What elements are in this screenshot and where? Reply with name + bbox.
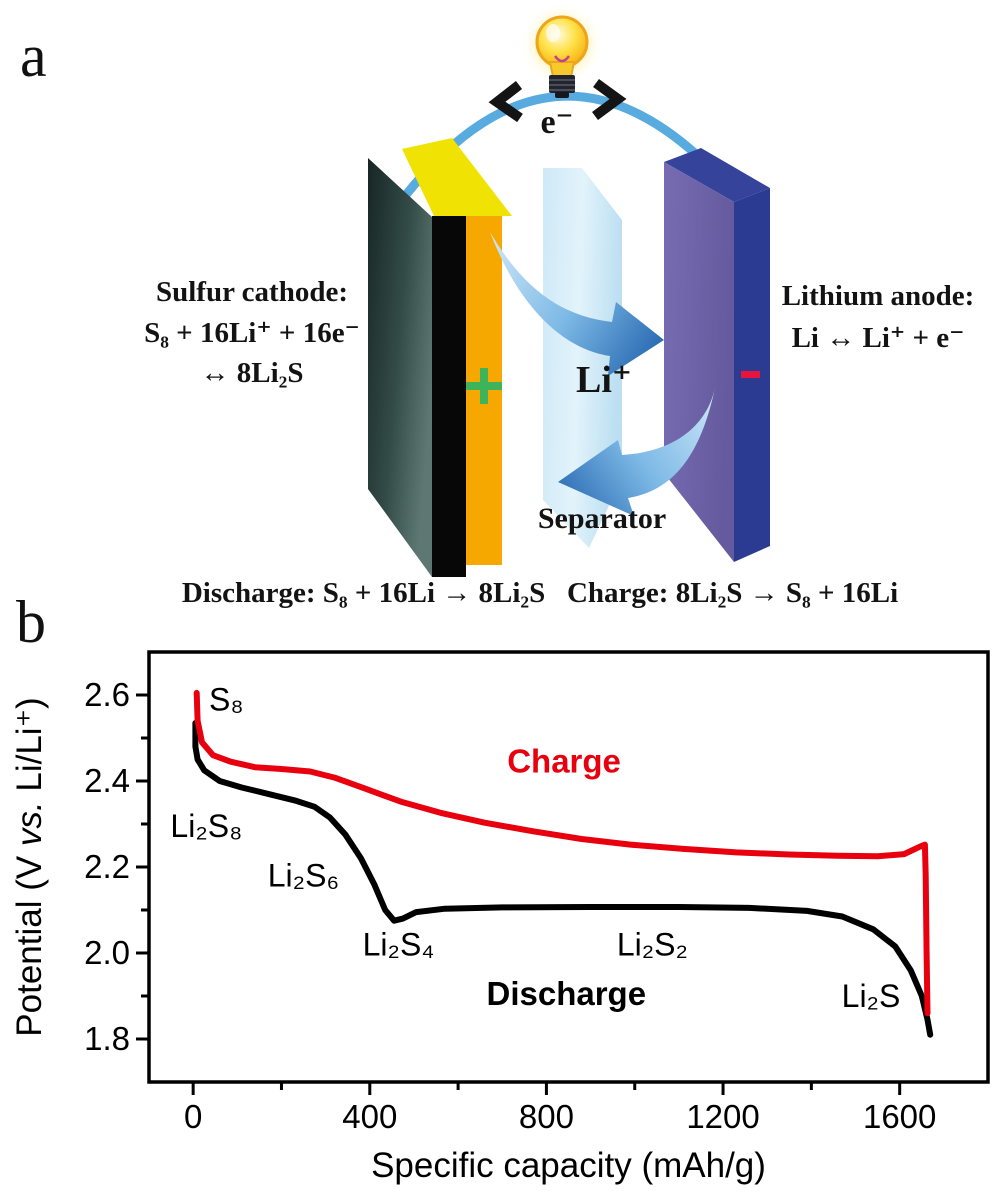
bulb-glass bbox=[535, 15, 589, 69]
electron-chevron-right-icon bbox=[592, 78, 627, 121]
electron-chevron-left-icon bbox=[488, 81, 523, 123]
cathode-reaction-line1: S₈ + 16Li⁺ + 16e⁻ bbox=[144, 317, 360, 349]
cathode-carbon-layer bbox=[432, 216, 466, 577]
x-axis-title: Specific capacity (mAh/g) bbox=[371, 1146, 766, 1185]
x-tick-label: 0 bbox=[184, 1098, 202, 1135]
chart-annotation: Discharge bbox=[487, 975, 647, 1012]
anode-front-face bbox=[664, 162, 734, 562]
light-bulb-icon bbox=[520, 2, 604, 98]
chart-annotation: Charge bbox=[507, 743, 621, 780]
separator-label: Separator bbox=[538, 502, 666, 535]
bulb-highlight bbox=[546, 24, 560, 42]
electron-label: e⁻ bbox=[540, 104, 573, 141]
lithium-anode bbox=[664, 148, 770, 562]
anode-reaction: Li ↔ Li⁺ + e⁻ bbox=[792, 322, 965, 354]
bulb-neck bbox=[548, 61, 576, 78]
charge-discharge-chart: 0 400 800 1200 1600 2.6 2.4 2.2 2.0 1.8 S₈ Li₂S₈ Li₂… bbox=[10, 650, 990, 1185]
sulfur-cathode bbox=[368, 138, 512, 577]
li-ion-arrow-down-right bbox=[490, 232, 664, 376]
charge-curve bbox=[193, 689, 931, 1017]
li-ion-label: Li⁺ bbox=[576, 359, 632, 401]
bulb-filament bbox=[553, 55, 571, 63]
cathode-title: Sulfur cathode: bbox=[156, 276, 348, 308]
chart-annotation: Li₂S₂ bbox=[617, 926, 688, 962]
y-tick-label: 2.6 bbox=[84, 676, 130, 713]
bulb-base-tip bbox=[555, 92, 569, 98]
x-tick-label: 400 bbox=[342, 1098, 397, 1135]
li-ion-arrow-down-left bbox=[558, 388, 715, 516]
chart-annotation: S₈ bbox=[209, 681, 244, 717]
y-axis-title: Potential (V vs. Li/Li⁺) bbox=[10, 697, 49, 1036]
chart-annotation: Li₂S₈ bbox=[170, 808, 242, 844]
panel-a-label: a bbox=[20, 23, 47, 89]
discharge-curve bbox=[192, 720, 934, 1038]
y-tick-label: 1.8 bbox=[84, 1020, 130, 1057]
cathode-current-collector-face bbox=[368, 158, 432, 577]
chart-annotation: Li₂S₆ bbox=[268, 858, 340, 894]
y-tick-label: 2.4 bbox=[84, 762, 130, 799]
x-tick-label: 1200 bbox=[686, 1098, 759, 1135]
anode-title: Lithium anode: bbox=[782, 280, 975, 312]
x-tick-label: 800 bbox=[519, 1098, 574, 1135]
chart-annotation: Li₂S bbox=[842, 978, 901, 1014]
bulb-base-threads bbox=[549, 79, 575, 91]
bottom-equation: Discharge: S₈ + 16Li → 8Li₂S Charge: 8Li… bbox=[182, 577, 898, 609]
plus-icon bbox=[466, 368, 502, 404]
minus-icon bbox=[741, 371, 760, 378]
cathode-top-face bbox=[402, 138, 512, 216]
x-tick-label: 1600 bbox=[863, 1098, 936, 1135]
cathode-reaction-line2: ↔ 8Li₂S bbox=[201, 357, 304, 389]
battery-schematic-diagram: e⁻ Sulfur cathode: S₈ + 16Li⁺ + 16e⁻ ↔ 8… bbox=[144, 2, 975, 609]
y-tick-label: 2.2 bbox=[84, 848, 130, 885]
chart-annotation: Li₂S₄ bbox=[363, 926, 435, 962]
anode-top-face bbox=[664, 148, 770, 202]
y-tick-label: 2.0 bbox=[84, 934, 130, 971]
panel-b-label: b bbox=[16, 589, 46, 655]
